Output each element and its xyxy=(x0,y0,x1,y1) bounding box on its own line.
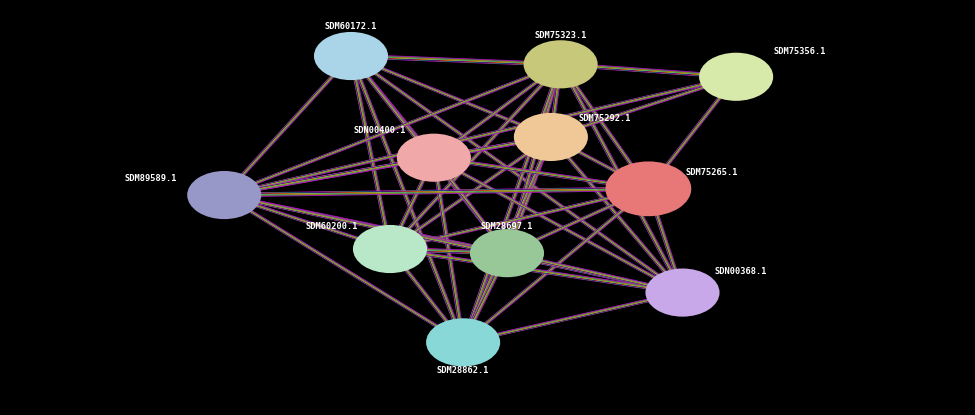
Ellipse shape xyxy=(353,225,427,273)
Text: SDM28862.1: SDM28862.1 xyxy=(437,366,489,375)
Ellipse shape xyxy=(514,113,588,161)
Ellipse shape xyxy=(314,32,388,80)
Ellipse shape xyxy=(397,134,471,182)
Text: SDN00400.1: SDN00400.1 xyxy=(354,126,407,135)
Text: SDM75265.1: SDM75265.1 xyxy=(685,168,738,177)
Text: SDM75292.1: SDM75292.1 xyxy=(578,114,631,123)
Ellipse shape xyxy=(524,40,598,88)
Ellipse shape xyxy=(426,318,500,366)
Text: SDM75356.1: SDM75356.1 xyxy=(773,47,826,56)
Text: SDM89589.1: SDM89589.1 xyxy=(125,174,177,183)
Text: SDM60200.1: SDM60200.1 xyxy=(305,222,358,231)
Text: SDM28697.1: SDM28697.1 xyxy=(481,222,533,231)
Text: SDM75323.1: SDM75323.1 xyxy=(534,31,587,40)
Text: SDN00368.1: SDN00368.1 xyxy=(715,267,767,276)
Ellipse shape xyxy=(645,269,720,317)
Ellipse shape xyxy=(187,171,261,219)
Ellipse shape xyxy=(470,229,544,277)
Text: SDM60172.1: SDM60172.1 xyxy=(325,22,377,32)
Ellipse shape xyxy=(699,53,773,101)
Ellipse shape xyxy=(605,161,691,216)
